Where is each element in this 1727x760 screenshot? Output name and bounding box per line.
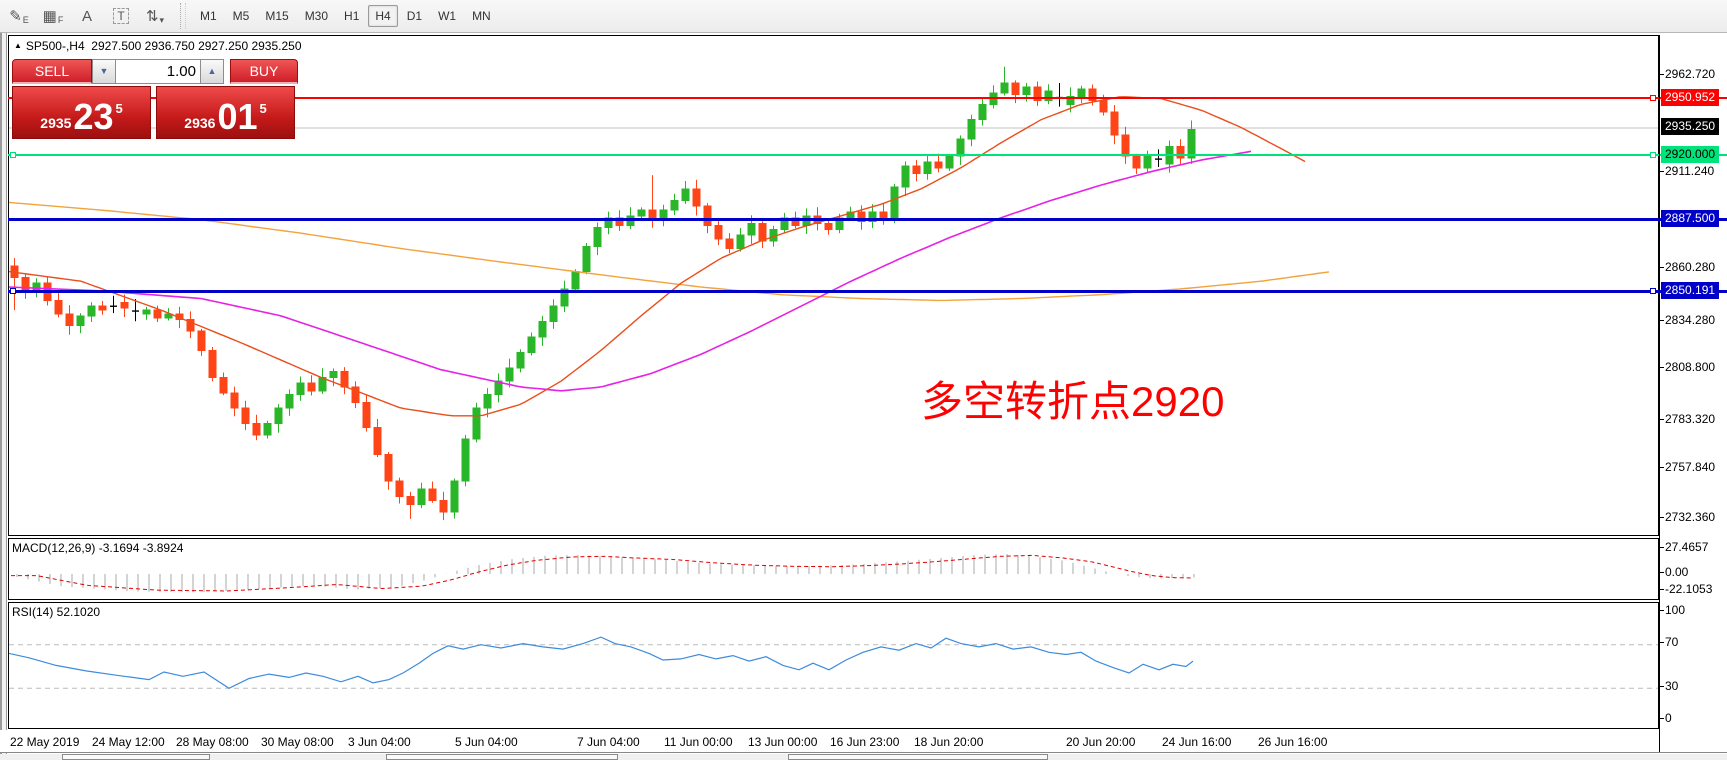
timeframe-button-m1[interactable]: M1: [200, 9, 217, 23]
sell-price-display[interactable]: 2935 23 5: [12, 86, 151, 139]
timeframe-button-h1[interactable]: H1: [344, 9, 360, 23]
chart-tab[interactable]: [62, 754, 210, 760]
grid-icon[interactable]: ▦ F: [42, 8, 64, 25]
rsi-indicator-panel[interactable]: [8, 602, 1659, 729]
date-tick-label: 22 May 2019: [10, 735, 80, 749]
price-badge-2887.500: 2887.500: [1661, 210, 1720, 227]
crosshair-draw-icon[interactable]: ✎ E: [9, 8, 29, 25]
date-axis[interactable]: 22 May 2019 24 May 12:00 28 May 08:00 30 Ma…: [0, 730, 1727, 753]
volume-input[interactable]: [116, 59, 200, 84]
toolbar-separator: [180, 3, 186, 29]
sell-button[interactable]: SELL: [12, 59, 92, 84]
chart-header: ▲ SP500-,H4 2927.500 2936.750 2927.250 29…: [14, 39, 302, 53]
date-tick-label: 11 Jun 00:00: [664, 735, 733, 749]
date-tick-label: 30 May 08:00: [261, 735, 334, 749]
level-line-2950.952[interactable]: [8, 97, 1727, 99]
timeframe-button-mn[interactable]: MN: [472, 9, 491, 23]
timeframe-button-m30[interactable]: M30: [304, 9, 329, 23]
line-handle[interactable]: [10, 288, 16, 294]
date-tick-label: 7 Jun 04:00: [577, 735, 640, 749]
timeframe-toolbar: M1 M5 M15 M30 H1 H4 D1 W1 MN: [192, 5, 499, 27]
level-line-2887.5[interactable]: [8, 218, 1727, 221]
date-tick-label: 24 May 12:00: [92, 735, 165, 749]
axis-tick-label: 70: [1659, 635, 1679, 649]
sell-price-fraction: 5: [115, 101, 123, 116]
buy-price-prefix: 2936: [184, 115, 216, 131]
axis-tick-label: 0.00: [1659, 565, 1689, 579]
date-tick-label: 28 May 08:00: [176, 735, 249, 749]
date-tick-label: 3 Jun 04:00: [348, 735, 411, 749]
axis-tick-label: -22.1053: [1659, 582, 1713, 596]
one-click-trade-panel: SELL ▼ ▲ BUY 2935 23 5 2936 01 5: [12, 59, 300, 139]
axis-tick-label: 2962.720: [1659, 67, 1716, 81]
axis-tick-label: 0: [1660, 711, 1672, 725]
axis-tick-label: 2732.360: [1659, 510, 1716, 524]
sell-price-prefix: 2935: [40, 115, 72, 131]
price-axis[interactable]: 2962.720 2911.240 2860.280 2834.280 2808.800…: [1659, 35, 1727, 752]
price-badge-2920.000: 2920.000: [1661, 146, 1720, 163]
price-badge-2935.250: 2935.250: [1661, 118, 1720, 135]
ohlc-values: 2927.500 2936.750 2927.250 2935.250: [91, 39, 302, 53]
price-axis-border: [1659, 35, 1660, 752]
axis-tick-label: 2911.240: [1659, 164, 1715, 178]
arrange-arrows-icon[interactable]: ⇅ ▾: [145, 8, 165, 25]
buy-button[interactable]: BUY: [230, 59, 298, 84]
buy-price-pips: 01: [217, 96, 258, 137]
chart-tab[interactable]: [788, 754, 1048, 760]
date-tick-label: 16 Jun 23:00: [830, 735, 900, 749]
timeframe-button-d1[interactable]: D1: [406, 9, 423, 23]
axis-tick-label: 2834.280: [1659, 313, 1716, 327]
line-handle[interactable]: [10, 152, 16, 158]
timeframe-button-h4[interactable]: H4: [368, 5, 398, 27]
axis-tick-label: 30: [1659, 679, 1679, 693]
axis-tick-label: 27.4657: [1659, 540, 1709, 554]
line-handle[interactable]: [1650, 288, 1656, 294]
axis-tick-label: 2808.800: [1659, 360, 1716, 374]
toolbar: ✎ E ▦ F A T ⇅ ▾ M1 M5 M15 M30 H1 H4 D1 W1 MN: [0, 0, 1727, 33]
rsi-label: RSI(14) 52.1020: [12, 605, 101, 619]
line-handle[interactable]: [1650, 152, 1656, 158]
symbol-timeframe: SP500-,H4: [25, 39, 85, 53]
collapse-arrow-icon[interactable]: ▲: [14, 41, 22, 50]
timeframe-button-m15[interactable]: M15: [265, 9, 289, 23]
text-annotation-icon[interactable]: A: [81, 7, 92, 25]
date-tick-label: 18 Jun 20:00: [914, 735, 984, 749]
window-left-edge: [0, 33, 7, 760]
date-tick-label: 5 Jun 04:00: [455, 735, 518, 749]
drawing-toolbar: ✎ E ▦ F A T ⇅ ▾: [0, 3, 170, 29]
date-tick-label: 24 Jun 16:00: [1162, 735, 1232, 749]
line-handle[interactable]: [1650, 95, 1656, 101]
text-box-icon[interactable]: T: [106, 3, 136, 29]
chart-tab[interactable]: [386, 754, 618, 760]
axis-tick-label: 2783.320: [1659, 412, 1716, 426]
level-line-2920[interactable]: [8, 154, 1727, 156]
axis-tick-label: 100: [1659, 603, 1686, 617]
level-line-2850.191[interactable]: [8, 290, 1727, 293]
price-badge-2950.952: 2950.952: [1661, 89, 1720, 106]
date-tick-label: 20 Jun 20:00: [1066, 735, 1136, 749]
date-tick-label: 26 Jun 16:00: [1258, 735, 1328, 749]
sell-price-pips: 23: [73, 96, 114, 137]
volume-increase-button[interactable]: ▲: [200, 59, 224, 84]
macd-indicator-panel[interactable]: [8, 538, 1659, 600]
chart-tab-bar: [0, 754, 1727, 760]
axis-tick-label: 2860.280: [1659, 260, 1716, 274]
buy-price-fraction: 5: [259, 101, 267, 116]
buy-price-display[interactable]: 2936 01 5: [156, 86, 295, 139]
volume-decrease-button[interactable]: ▼: [92, 59, 116, 84]
macd-label: MACD(12,26,9) -3.1694 -3.8924: [12, 541, 184, 555]
timeframe-button-m5[interactable]: M5: [232, 9, 250, 23]
timeframe-button-w1[interactable]: W1: [438, 9, 457, 23]
date-tick-label: 13 Jun 00:00: [748, 735, 818, 749]
axis-tick-label: 2757.840: [1659, 460, 1716, 474]
price-badge-2850.191: 2850.191: [1661, 282, 1720, 299]
